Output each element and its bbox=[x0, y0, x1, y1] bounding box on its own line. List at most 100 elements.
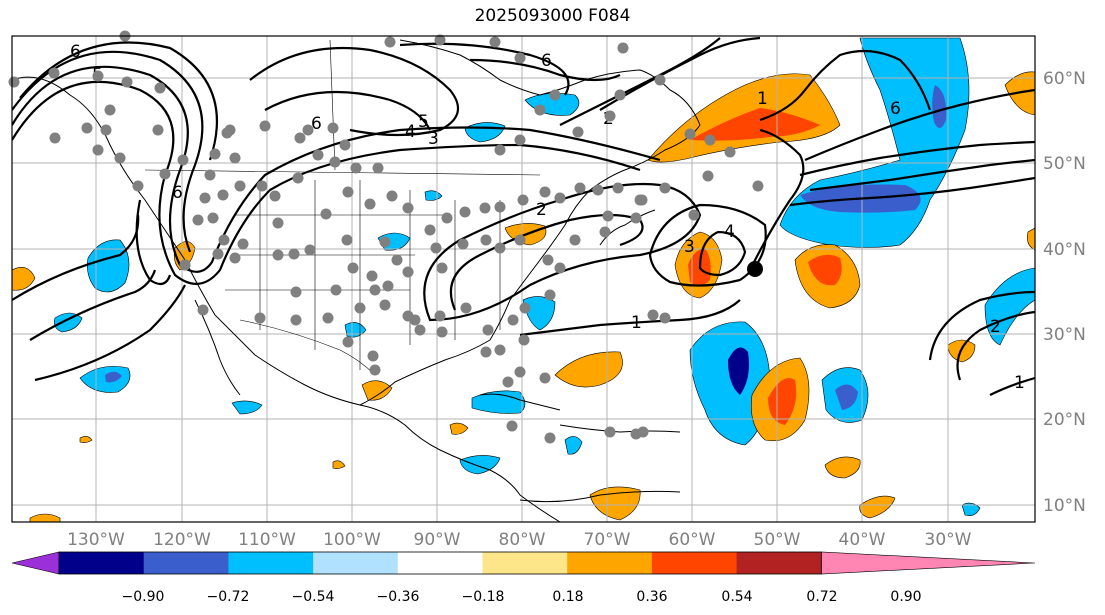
colorbar-tick-label: −0.36 bbox=[377, 589, 420, 605]
station-marker bbox=[636, 194, 648, 206]
colorbar-tick-label: 0.18 bbox=[552, 589, 583, 605]
station-marker bbox=[229, 152, 241, 164]
station-marker bbox=[304, 244, 316, 256]
station-marker bbox=[688, 209, 700, 221]
station-marker bbox=[554, 262, 566, 274]
station-marker bbox=[259, 120, 271, 132]
lat-label: 50°N bbox=[1043, 154, 1086, 174]
station-marker bbox=[354, 302, 366, 314]
station-marker bbox=[92, 70, 104, 82]
station-marker bbox=[637, 426, 649, 438]
colorbar-segment bbox=[228, 552, 314, 574]
station-marker bbox=[612, 182, 624, 194]
contour-label: 6 bbox=[541, 51, 552, 71]
station-marker bbox=[320, 208, 332, 220]
station-marker bbox=[234, 180, 246, 192]
station-marker bbox=[288, 248, 300, 260]
colorbar-segment bbox=[567, 552, 653, 574]
station-marker bbox=[544, 432, 556, 444]
station-marker bbox=[386, 190, 398, 202]
station-marker bbox=[254, 312, 266, 324]
station-marker bbox=[177, 154, 189, 166]
station-marker bbox=[212, 248, 224, 260]
station-marker bbox=[542, 254, 554, 266]
station-marker bbox=[237, 238, 249, 250]
station-marker bbox=[659, 312, 671, 324]
station-marker bbox=[272, 249, 284, 261]
colorbar-tick-label: 0.36 bbox=[636, 589, 667, 605]
station-marker bbox=[290, 314, 302, 326]
station-marker bbox=[104, 104, 116, 116]
station-marker bbox=[402, 266, 414, 278]
contour-label: 4 bbox=[724, 222, 735, 242]
lon-label: 70°W bbox=[584, 530, 631, 550]
station-marker bbox=[272, 217, 284, 229]
station-marker bbox=[502, 376, 514, 388]
station-marker bbox=[256, 180, 268, 192]
station-marker bbox=[514, 366, 526, 378]
coastline-layer bbox=[12, 39, 701, 522]
station-marker bbox=[434, 310, 446, 322]
colorbar-tick-label: −0.90 bbox=[122, 589, 165, 605]
station-marker bbox=[602, 210, 614, 222]
station-marker bbox=[369, 364, 381, 376]
station-marker bbox=[604, 426, 616, 438]
colorbar-tick-label: 0.90 bbox=[890, 589, 921, 605]
station-marker bbox=[152, 124, 164, 136]
lon-label: 130°W bbox=[67, 530, 125, 550]
station-marker bbox=[100, 124, 112, 136]
station-marker bbox=[379, 299, 391, 311]
lon-label: 40°W bbox=[839, 530, 886, 550]
station-marker bbox=[294, 132, 306, 144]
station-marker bbox=[312, 149, 324, 161]
contour-label: 2 bbox=[536, 200, 547, 220]
colorbar-segment bbox=[651, 552, 738, 574]
contour-label: 6 bbox=[890, 99, 901, 119]
station-marker bbox=[322, 312, 334, 324]
station-marker bbox=[494, 344, 506, 356]
station-marker bbox=[549, 89, 561, 101]
station-marker bbox=[221, 127, 233, 139]
station-marker bbox=[434, 34, 446, 46]
colorbar bbox=[11, 551, 1036, 575]
station-marker bbox=[339, 139, 351, 151]
colorbar-tick-label: 0.54 bbox=[721, 589, 752, 605]
station-marker bbox=[204, 169, 216, 181]
storm-center-marker bbox=[747, 261, 763, 277]
station-marker bbox=[630, 212, 642, 224]
lon-axis: 130°W 120°W 110°W 100°W 90°W 80°W 70°W 6… bbox=[67, 530, 972, 550]
station-marker bbox=[436, 262, 448, 274]
colorbar-extend-high bbox=[820, 551, 1036, 575]
station-marker bbox=[229, 252, 241, 264]
station-marker bbox=[574, 182, 586, 194]
station-marker bbox=[92, 144, 104, 156]
station-marker bbox=[402, 202, 414, 214]
station-marker bbox=[539, 186, 551, 198]
station-marker bbox=[554, 192, 566, 204]
station-marker bbox=[572, 126, 584, 138]
contour-label: 6 bbox=[172, 183, 183, 203]
contour-label: 1 bbox=[1014, 373, 1025, 393]
station-marker bbox=[342, 186, 354, 198]
station-marker bbox=[592, 184, 604, 196]
lat-label: 30°N bbox=[1043, 325, 1086, 345]
station-marker bbox=[507, 314, 519, 326]
station-marker bbox=[409, 314, 421, 326]
station-marker bbox=[154, 82, 166, 94]
station-marker bbox=[441, 212, 453, 224]
station-marker bbox=[617, 42, 629, 54]
station-marker bbox=[350, 162, 362, 174]
lon-label: 80°W bbox=[499, 530, 546, 550]
station-marker bbox=[659, 182, 671, 194]
station-marker bbox=[489, 36, 501, 48]
station-marker bbox=[367, 350, 379, 362]
station-marker bbox=[544, 289, 556, 301]
station-marker bbox=[482, 324, 494, 336]
lat-label: 40°N bbox=[1043, 240, 1086, 260]
station-marker bbox=[459, 206, 471, 218]
contour-label: 5 bbox=[418, 112, 429, 132]
colorbar-tick-label: 0.72 bbox=[806, 589, 837, 605]
colorbar-segment bbox=[59, 552, 145, 574]
station-marker bbox=[480, 346, 492, 358]
